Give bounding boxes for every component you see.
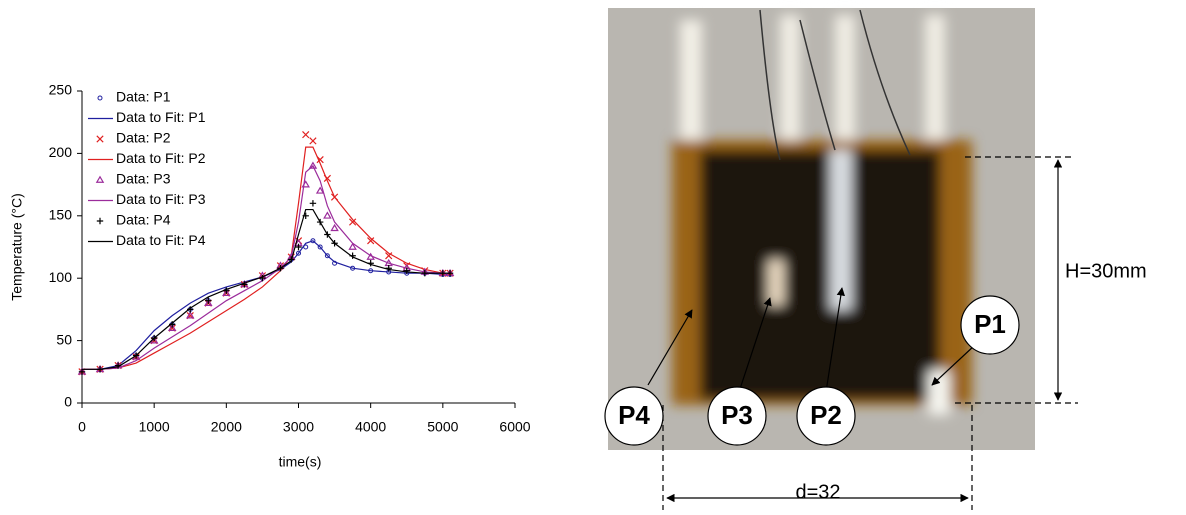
pointer-arrow (931, 344, 976, 386)
data-point (296, 250, 301, 256)
data-point (385, 265, 392, 272)
y-tick-label: 50 (56, 331, 72, 347)
data-point (315, 186, 325, 194)
height-label: H=30mm (1065, 260, 1147, 282)
x-tick-label: 6000 (499, 419, 530, 435)
legend-label: Data to Fit: P4 (116, 232, 206, 248)
data-point (323, 211, 332, 219)
data-point (295, 243, 302, 251)
y-tick-label: 0 (64, 394, 72, 410)
legend-label: Data: P1 (116, 89, 171, 105)
pointer-arrow (825, 287, 846, 393)
x-tick-label: 0 (78, 419, 86, 435)
x-tick-label: 3000 (283, 419, 314, 435)
data-point (367, 237, 375, 245)
x-tick-label: 2000 (211, 419, 242, 435)
data-point (317, 244, 323, 250)
pointer-arrow (737, 297, 772, 396)
label-circle (796, 386, 856, 446)
pointer-arrow (647, 309, 693, 386)
y-axis-label: Temperature (°C) (9, 193, 25, 301)
legend-swatch (96, 135, 104, 143)
probe-label: P2 (810, 400, 842, 430)
data-point (330, 223, 339, 232)
legend-label: Data to Fit: P3 (116, 191, 206, 207)
photo (608, 8, 1035, 450)
annotations (604, 156, 1078, 510)
label-circle (707, 386, 767, 446)
x-tick-label: 4000 (355, 419, 386, 435)
legend-label: Data to Fit: P1 (116, 109, 206, 125)
data-point (186, 311, 195, 319)
x-tick-label: 5000 (427, 419, 458, 435)
label-circle (960, 295, 1020, 355)
data-point (302, 131, 310, 139)
probe-label: P1 (974, 309, 1006, 339)
y-tick-label: 150 (49, 207, 73, 223)
data-point (309, 137, 317, 145)
data-point (403, 267, 410, 274)
x-tick-label: 1000 (139, 419, 170, 435)
legend-swatch (97, 95, 103, 101)
width-label: d=32 (795, 481, 840, 503)
fit-line (82, 240, 451, 370)
y-tick-label: 100 (49, 269, 73, 285)
x-axis-label: time(s) (279, 454, 322, 470)
fit-line (82, 164, 451, 370)
data-point (349, 218, 357, 226)
data-point (324, 253, 330, 259)
label-circle (604, 386, 664, 446)
data-point (308, 161, 318, 169)
fit-line (82, 208, 451, 370)
data-point (205, 297, 212, 304)
data-point (348, 242, 357, 250)
legend-swatch (96, 217, 104, 225)
legend-label: Data: P2 (116, 130, 171, 146)
legend-label: Data: P4 (116, 212, 171, 228)
probe-label: P3 (721, 400, 753, 430)
data-point (167, 323, 177, 331)
data-point (309, 200, 317, 207)
y-tick-label: 200 (49, 144, 73, 160)
legend-label: Data to Fit: P2 (116, 150, 206, 166)
data-point (310, 238, 316, 244)
fit-line (82, 146, 451, 370)
probe-label: P4 (618, 400, 650, 430)
legend-swatch (95, 175, 105, 183)
data-point (222, 288, 231, 297)
data-point (385, 252, 393, 260)
y-tick-label: 250 (49, 82, 73, 98)
data-point (204, 298, 213, 306)
legend-label: Data: P3 (116, 171, 171, 187)
